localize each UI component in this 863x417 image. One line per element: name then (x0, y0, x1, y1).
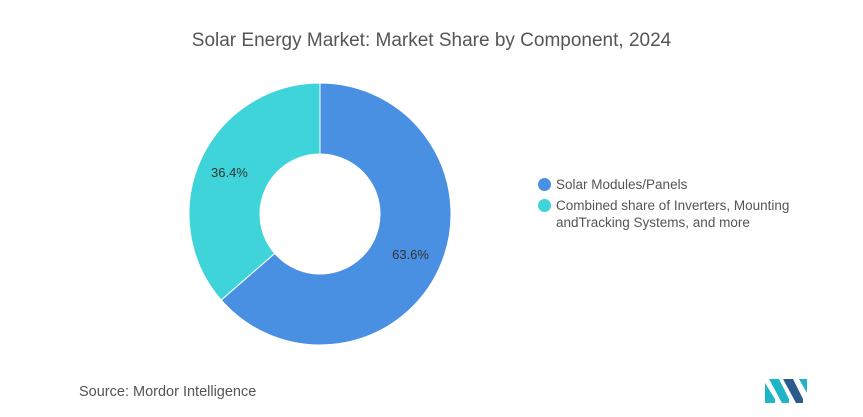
legend-item-modules: Solar Modules/Panels (538, 176, 828, 193)
mordor-intelligence-logo-icon (765, 379, 807, 403)
legend-item-other: Combined share of Inverters, Mounting an… (538, 197, 828, 231)
donut-data-label-2: 36.4% (211, 165, 248, 180)
chart-legend: Solar Modules/Panels Combined share of I… (538, 176, 828, 235)
legend-swatch-other (538, 199, 551, 212)
legend-label-other: Combined share of Inverters, Mounting an… (556, 198, 790, 230)
chart-title: Solar Energy Market: Market Share by Com… (191, 30, 672, 51)
donut-data-label-1: 63.6% (392, 247, 429, 262)
donut-slice-1 (220, 82, 452, 346)
donut-slice-2 (188, 82, 321, 301)
legend-swatch-modules (538, 178, 551, 191)
legend-label-modules: Solar Modules/Panels (556, 177, 688, 192)
source-note: Source: Mordor Intelligence (79, 384, 257, 400)
